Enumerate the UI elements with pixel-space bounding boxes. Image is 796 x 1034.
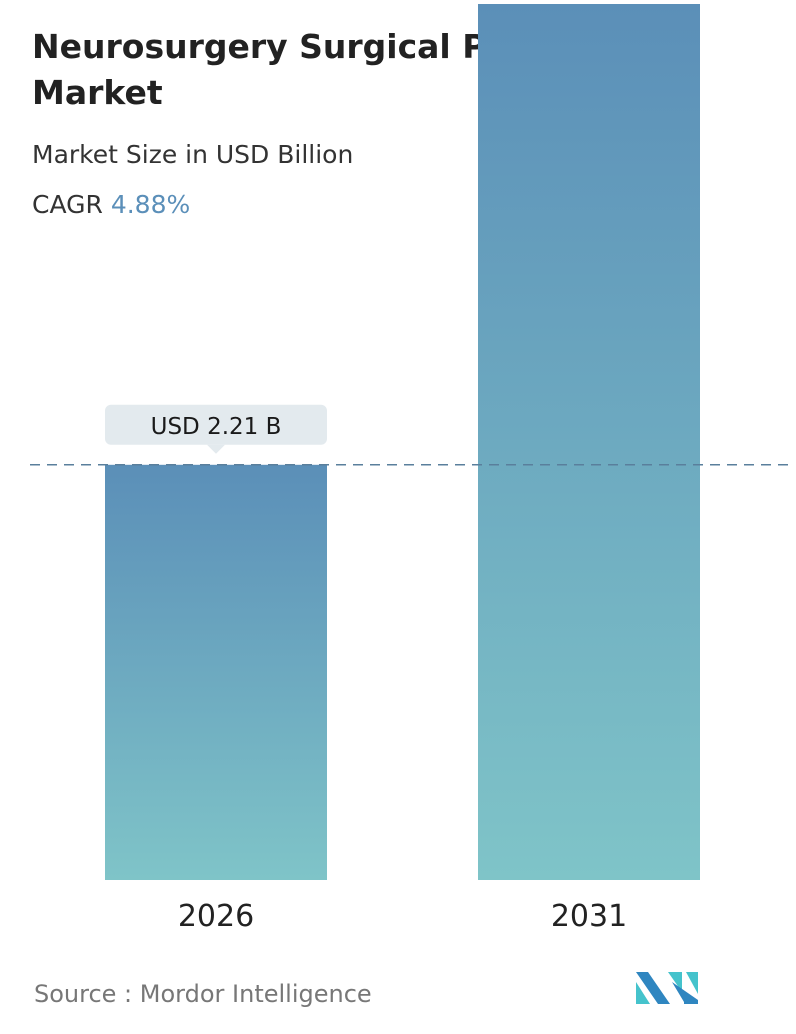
x-tick-label: 2026 <box>178 899 254 934</box>
bar-2031 <box>478 4 700 880</box>
bar-chart: USD 2.21 B2026USD 3.17 B2031 <box>30 4 790 934</box>
chart-subtitle: Market Size in USD Billion <box>32 140 354 169</box>
data-label-pointer <box>207 444 225 454</box>
x-tick-label: 2031 <box>551 899 627 934</box>
cagr: CAGR 4.88% <box>32 190 190 219</box>
data-label: USD 2.21 B <box>151 414 282 440</box>
cagr-value: 4.88% <box>110 190 191 219</box>
source-text: Source : Mordor Intelligence <box>34 980 372 1008</box>
bar-2026 <box>105 464 327 880</box>
mordor-logo <box>636 972 698 1004</box>
data-label-box <box>105 404 327 445</box>
cagr-label: CAGR <box>32 190 103 219</box>
